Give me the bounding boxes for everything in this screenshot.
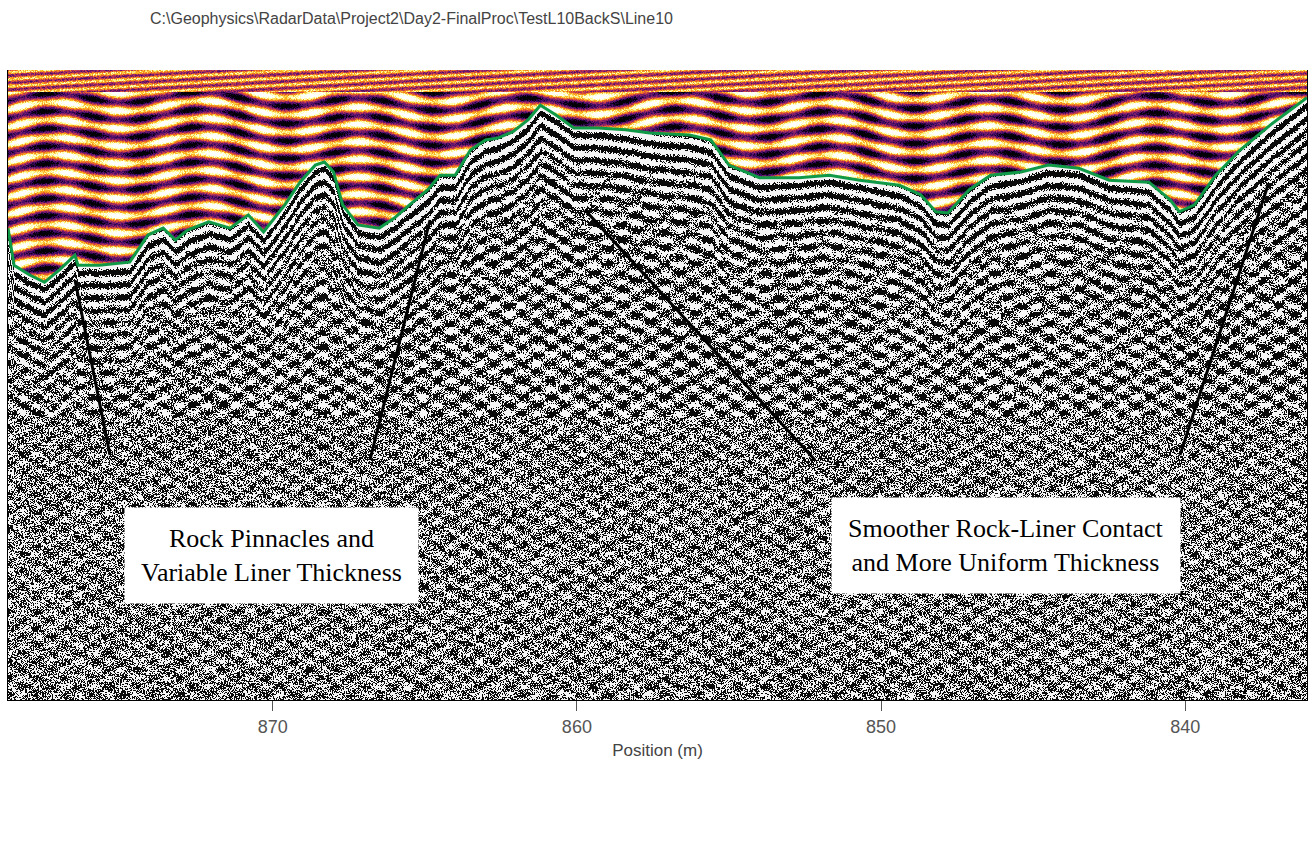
svg-text:850: 850 <box>866 717 896 737</box>
svg-text:870: 870 <box>258 717 288 737</box>
svg-text:Position (m): Position (m) <box>612 741 703 760</box>
svg-text:C:\Geophysics\RadarData\Projec: C:\Geophysics\RadarData\Project2\Day2-Fi… <box>150 10 673 27</box>
svg-text:860: 860 <box>562 717 592 737</box>
svg-text:Smoother Rock-Liner Contactand: Smoother Rock-Liner Contactand More Unif… <box>848 514 1164 577</box>
svg-text:840: 840 <box>1170 717 1200 737</box>
svg-text:Rock Pinnacles andVariable Lin: Rock Pinnacles andVariable Liner Thickne… <box>141 524 402 587</box>
